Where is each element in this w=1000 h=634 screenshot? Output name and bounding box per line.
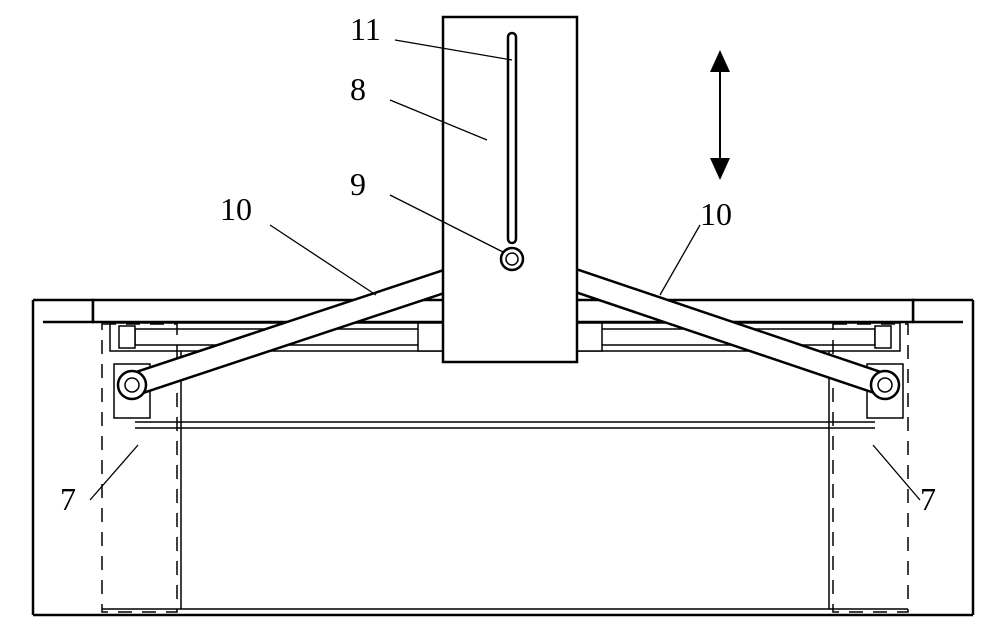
label-L8: 8 — [350, 71, 366, 107]
label-L10a: 10 — [220, 191, 252, 227]
diagram-canvas: 11 8 9 10 10 7 7 — [0, 0, 1000, 634]
label-L11: 11 — [350, 11, 381, 47]
label-L9: 9 — [350, 166, 366, 202]
label-L7b: 7 — [920, 481, 936, 517]
label-L10b: 10 — [700, 196, 732, 232]
label-L7a: 7 — [60, 481, 76, 517]
